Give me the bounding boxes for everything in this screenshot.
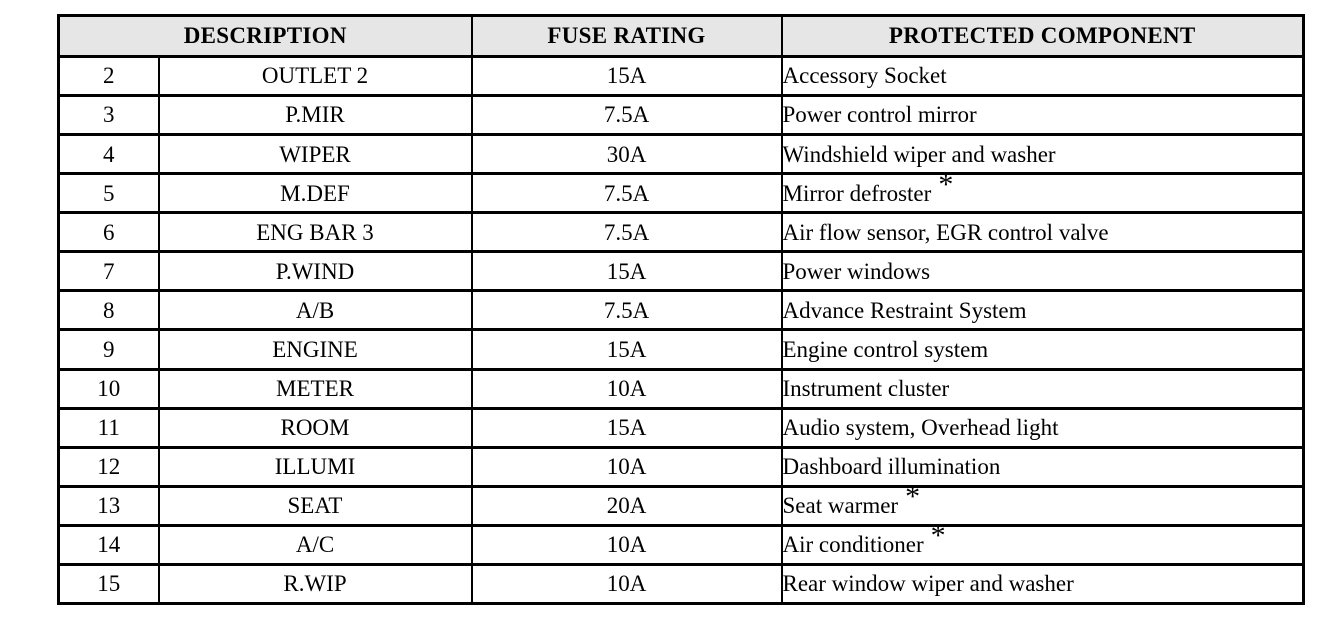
table-row: 8 A/B 7.5A Advance Restraint System bbox=[57, 289, 1305, 332]
fuse-rating-cell: 7.5A bbox=[470, 94, 783, 137]
table-row: 10 METER 10A Instrument cluster bbox=[57, 367, 1305, 410]
protected-component-cell: Seat warmer * bbox=[780, 484, 1305, 527]
protected-component-text: Seat warmer bbox=[782, 493, 899, 519]
protected-component-text: Advance Restraint System bbox=[782, 297, 1027, 323]
fuse-number-cell: 6 bbox=[57, 211, 160, 254]
fuse-rating-cell: 7.5A bbox=[470, 289, 783, 332]
protected-component-text: Rear window wiper and washer bbox=[782, 571, 1074, 597]
fuse-rating-cell: 10A bbox=[470, 562, 783, 606]
protected-component-text: Accessory Socket bbox=[782, 63, 947, 89]
table-row: 6 ENG BAR 3 7.5A Air flow sensor, EGR co… bbox=[57, 211, 1305, 254]
protected-component-text: Power windows bbox=[782, 258, 931, 284]
protected-component-cell: Air flow sensor, EGR control valve bbox=[780, 211, 1305, 254]
protected-component-cell: Engine control system bbox=[780, 328, 1305, 371]
fuse-rating-cell: 10A bbox=[470, 523, 783, 566]
protected-component-text: Dashboard illumination bbox=[782, 454, 1001, 479]
fuse-name-cell: ENGINE bbox=[157, 328, 473, 371]
table-row: 7 P.WIND 15A Power windows bbox=[57, 250, 1305, 293]
protected-component-text: Mirror defroster bbox=[782, 180, 932, 206]
table-row: 12 ILLUMI 10A Dashboard illumination bbox=[57, 445, 1305, 488]
fuse-rating-cell: 10A bbox=[470, 445, 783, 488]
header-row: DESCRIPTION FUSE RATING PROTECTED COMPON… bbox=[57, 14, 1305, 58]
fuse-table-body: 2 OUTLET 2 15A Accessory Socket 3 P.MIR … bbox=[57, 54, 1305, 606]
table-row: 9 ENGINE 15A Engine control system bbox=[57, 328, 1305, 371]
protected-component-cell: Power windows bbox=[780, 250, 1305, 293]
table-row: 15 R.WIP 10A Rear window wiper and washe… bbox=[57, 562, 1305, 606]
fuse-number-cell: 13 bbox=[57, 484, 160, 527]
fuse-number-cell: 7 bbox=[57, 250, 160, 293]
fuse-number-cell: 11 bbox=[57, 406, 160, 449]
fuse-name-cell: WIPER bbox=[157, 133, 473, 176]
protected-component-cell: Accessory Socket bbox=[780, 54, 1305, 98]
header-protected-component: PROTECTED COMPONENT bbox=[780, 14, 1305, 58]
fuse-rating-cell: 7.5A bbox=[470, 172, 783, 215]
protected-component-text: Air conditioner bbox=[782, 532, 924, 558]
fuse-number-cell: 3 bbox=[57, 94, 160, 137]
protected-component-text: Engine control system bbox=[782, 336, 989, 362]
protected-component-text: Instrument cluster bbox=[782, 375, 950, 401]
fuse-table: DESCRIPTION FUSE RATING PROTECTED COMPON… bbox=[57, 14, 1305, 606]
fuse-name-cell: METER bbox=[157, 367, 473, 410]
table-row: 4 WIPER 30A Windshield wiper and washer bbox=[57, 133, 1305, 176]
fuse-number-cell: 15 bbox=[57, 562, 160, 606]
fuse-name-cell: SEAT bbox=[157, 484, 473, 527]
header-fuse-rating: FUSE RATING bbox=[470, 14, 783, 58]
fuse-number-cell: 9 bbox=[57, 328, 160, 371]
protected-component-cell: Air conditioner * bbox=[780, 523, 1305, 566]
fuse-name-cell: A/C bbox=[157, 523, 473, 566]
fuse-rating-cell: 15A bbox=[470, 328, 783, 371]
fuse-number-cell: 5 bbox=[57, 172, 160, 215]
table-row: 5 M.DEF 7.5A Mirror defroster * bbox=[57, 172, 1305, 215]
fuse-rating-cell: 10A bbox=[470, 367, 783, 410]
protected-component-cell: Dashboard illumination bbox=[780, 445, 1305, 488]
fuse-name-cell: ILLUMI bbox=[157, 445, 473, 488]
fuse-rating-cell: 30A bbox=[470, 133, 783, 176]
protected-component-text: Power control mirror bbox=[782, 102, 977, 128]
fuse-name-cell: M.DEF bbox=[157, 172, 473, 215]
fuse-number-cell: 4 bbox=[57, 133, 160, 176]
protected-component-text: Air flow sensor, EGR control valve bbox=[782, 219, 1109, 245]
fuse-name-cell: R.WIP bbox=[157, 562, 473, 606]
protected-component-text: Windshield wiper and washer bbox=[782, 141, 1056, 167]
fuse-name-cell: A/B bbox=[157, 289, 473, 332]
protected-component-cell: Instrument cluster bbox=[780, 367, 1305, 410]
protected-component-cell: Mirror defroster * bbox=[780, 172, 1305, 215]
protected-component-cell: Power control mirror bbox=[780, 94, 1305, 137]
protected-component-cell: Advance Restraint System bbox=[780, 289, 1305, 332]
fuse-number-cell: 2 bbox=[57, 54, 160, 98]
header-description: DESCRIPTION bbox=[57, 14, 473, 58]
protected-component-cell: Audio system, Overhead light bbox=[780, 406, 1305, 449]
protected-component-cell: Windshield wiper and washer bbox=[780, 133, 1305, 176]
table-row: 14 A/C 10A Air conditioner * bbox=[57, 523, 1305, 566]
fuse-number-cell: 12 bbox=[57, 445, 160, 488]
fuse-rating-cell: 15A bbox=[470, 54, 783, 98]
fuse-name-cell: P.WIND bbox=[157, 250, 473, 293]
fuse-name-cell: P.MIR bbox=[157, 94, 473, 137]
table-row: 13 SEAT 20A Seat warmer * bbox=[57, 484, 1305, 527]
fuse-number-cell: 8 bbox=[57, 289, 160, 332]
protected-component-cell: Rear window wiper and washer bbox=[780, 562, 1305, 606]
table-row: 3 P.MIR 7.5A Power control mirror bbox=[57, 94, 1305, 137]
fuse-number-cell: 10 bbox=[57, 367, 160, 410]
fuse-name-cell: OUTLET 2 bbox=[157, 54, 473, 98]
fuse-rating-cell: 20A bbox=[470, 484, 783, 527]
protected-component-text: Audio system, Overhead light bbox=[782, 414, 1059, 440]
fuse-rating-cell: 15A bbox=[470, 406, 783, 449]
fuse-number-cell: 14 bbox=[57, 523, 160, 566]
table-row: 2 OUTLET 2 15A Accessory Socket bbox=[57, 54, 1305, 98]
fuse-name-cell: ROOM bbox=[157, 406, 473, 449]
fuse-rating-cell: 15A bbox=[470, 250, 783, 293]
fuse-rating-cell: 7.5A bbox=[470, 211, 783, 254]
table-row: 11 ROOM 15A Audio system, Overhead light bbox=[57, 406, 1305, 449]
fuse-name-cell: ENG BAR 3 bbox=[157, 211, 473, 254]
